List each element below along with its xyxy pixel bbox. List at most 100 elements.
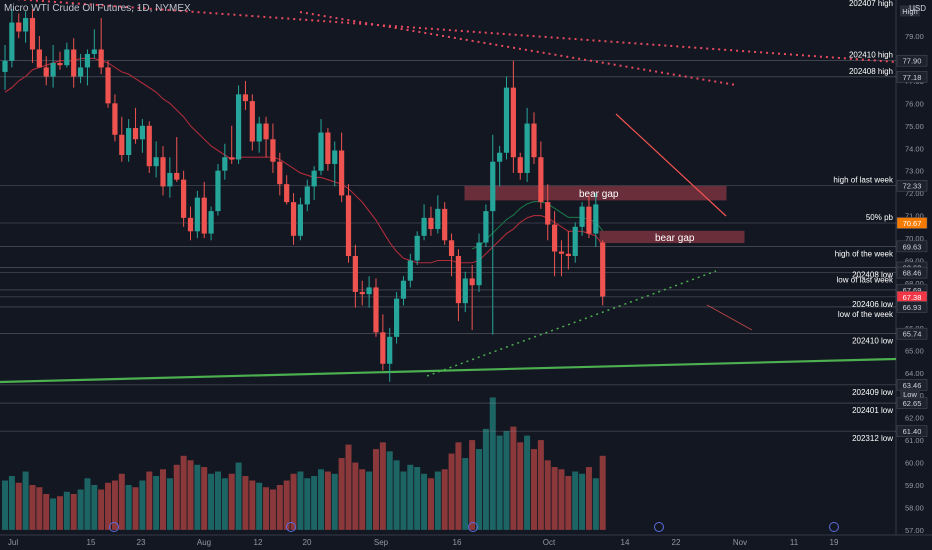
candle-body[interactable] <box>421 217 427 236</box>
candle-body[interactable] <box>483 211 489 243</box>
candle-body[interactable] <box>380 332 386 364</box>
candle-body[interactable] <box>373 287 379 333</box>
candle-body[interactable] <box>339 150 345 196</box>
candle-body[interactable] <box>181 179 187 218</box>
candle-body[interactable] <box>146 125 152 167</box>
candle-body[interactable] <box>311 170 317 187</box>
candle-body[interactable] <box>593 204 599 234</box>
candle-body[interactable] <box>194 197 200 232</box>
candle-body[interactable] <box>208 211 214 234</box>
candle-body[interactable] <box>256 123 262 142</box>
long-trendline-lower[interactable] <box>299 11 737 86</box>
candle-body[interactable] <box>469 278 475 286</box>
candle-body[interactable] <box>167 172 173 187</box>
candle-body[interactable] <box>160 157 166 187</box>
candle-body[interactable] <box>510 87 516 158</box>
candle-body[interactable] <box>366 287 372 295</box>
event-marker-icon[interactable] <box>286 522 296 532</box>
candle-body[interactable] <box>579 206 585 227</box>
candle-body[interactable] <box>545 202 551 225</box>
falling-trendline[interactable] <box>615 113 727 217</box>
candle-body[interactable] <box>572 226 578 257</box>
candle-body[interactable] <box>105 67 111 104</box>
candle-body[interactable] <box>29 18 36 50</box>
candle-body[interactable] <box>187 217 194 232</box>
bear-gap-zone[interactable] <box>599 230 745 244</box>
candle-body[interactable] <box>435 208 441 230</box>
candle-body[interactable] <box>215 170 221 212</box>
candle-body[interactable] <box>242 94 249 102</box>
candle-body[interactable] <box>428 217 434 230</box>
candle-body[interactable] <box>558 251 565 254</box>
candle-body[interactable] <box>448 240 455 257</box>
event-marker-icon[interactable] <box>468 522 478 532</box>
candle-body[interactable] <box>84 53 91 68</box>
candle-body[interactable] <box>9 22 15 61</box>
candle-body[interactable] <box>352 256 358 292</box>
support-line[interactable] <box>0 357 897 384</box>
candle-body[interactable] <box>153 157 159 167</box>
candle-body[interactable] <box>290 202 297 236</box>
candle-body[interactable] <box>345 195 352 257</box>
candle-body[interactable] <box>476 242 482 286</box>
candle-body[interactable] <box>2 60 8 72</box>
candle-body[interactable] <box>16 22 22 32</box>
candle-body[interactable] <box>263 123 269 140</box>
candle-body[interactable] <box>393 298 400 337</box>
candle-body[interactable] <box>119 134 125 155</box>
candle-body[interactable] <box>531 123 537 158</box>
candle-body[interactable] <box>64 49 70 66</box>
candle-body[interactable] <box>112 103 118 135</box>
candle-body[interactable] <box>318 132 324 171</box>
candle-body[interactable] <box>462 278 468 304</box>
candle-body[interactable] <box>132 128 139 140</box>
candle-body[interactable] <box>407 260 413 281</box>
candle-body[interactable] <box>98 49 104 68</box>
event-marker-icon[interactable] <box>109 522 119 532</box>
candle-body[interactable] <box>284 184 290 203</box>
candle-body[interactable] <box>71 49 77 77</box>
event-marker-icon[interactable] <box>654 522 664 532</box>
symbol-title[interactable]: Micro WTI Crude Oil Futures, 1D, NYMEX <box>4 3 191 14</box>
candle-body[interactable] <box>201 197 207 234</box>
candle-body[interactable] <box>36 49 42 68</box>
candle-body[interactable] <box>23 18 29 32</box>
candle-body[interactable] <box>325 132 331 164</box>
candle-body[interactable] <box>414 235 420 261</box>
candle-body[interactable] <box>490 161 496 212</box>
candle-body[interactable] <box>517 157 523 173</box>
candle-body[interactable] <box>359 291 365 295</box>
candle-body[interactable] <box>524 123 530 173</box>
candle-body[interactable] <box>77 67 84 77</box>
candle-body[interactable] <box>565 253 571 257</box>
candle-body[interactable] <box>297 204 304 236</box>
candle-body[interactable] <box>235 94 242 160</box>
candle-body[interactable] <box>332 150 338 164</box>
candle-body[interactable] <box>91 49 97 54</box>
candle-body[interactable] <box>304 186 310 205</box>
candle-body[interactable] <box>139 125 145 140</box>
candle-body[interactable] <box>174 172 180 180</box>
candle-body[interactable] <box>387 336 393 364</box>
candle-body[interactable] <box>503 87 510 153</box>
candle-body[interactable] <box>126 128 132 155</box>
candle-body[interactable] <box>442 208 448 241</box>
candle-body[interactable] <box>400 280 407 299</box>
candle-body[interactable] <box>43 67 49 77</box>
candle-body[interactable] <box>222 157 228 171</box>
candle-body[interactable] <box>586 206 592 234</box>
candle-body[interactable] <box>249 101 255 142</box>
event-marker-icon[interactable] <box>829 522 839 532</box>
candle-body[interactable] <box>229 157 235 160</box>
candle-body[interactable] <box>600 242 606 297</box>
candle-body[interactable] <box>57 62 63 66</box>
candle-body[interactable] <box>497 152 503 162</box>
candle-body[interactable] <box>50 62 56 77</box>
candle-body[interactable] <box>277 161 283 185</box>
projection-line[interactable] <box>706 304 753 331</box>
candle-body[interactable] <box>552 224 558 252</box>
candle-body[interactable] <box>270 139 276 162</box>
candle-body[interactable] <box>538 157 544 203</box>
candle-body[interactable] <box>455 256 462 304</box>
